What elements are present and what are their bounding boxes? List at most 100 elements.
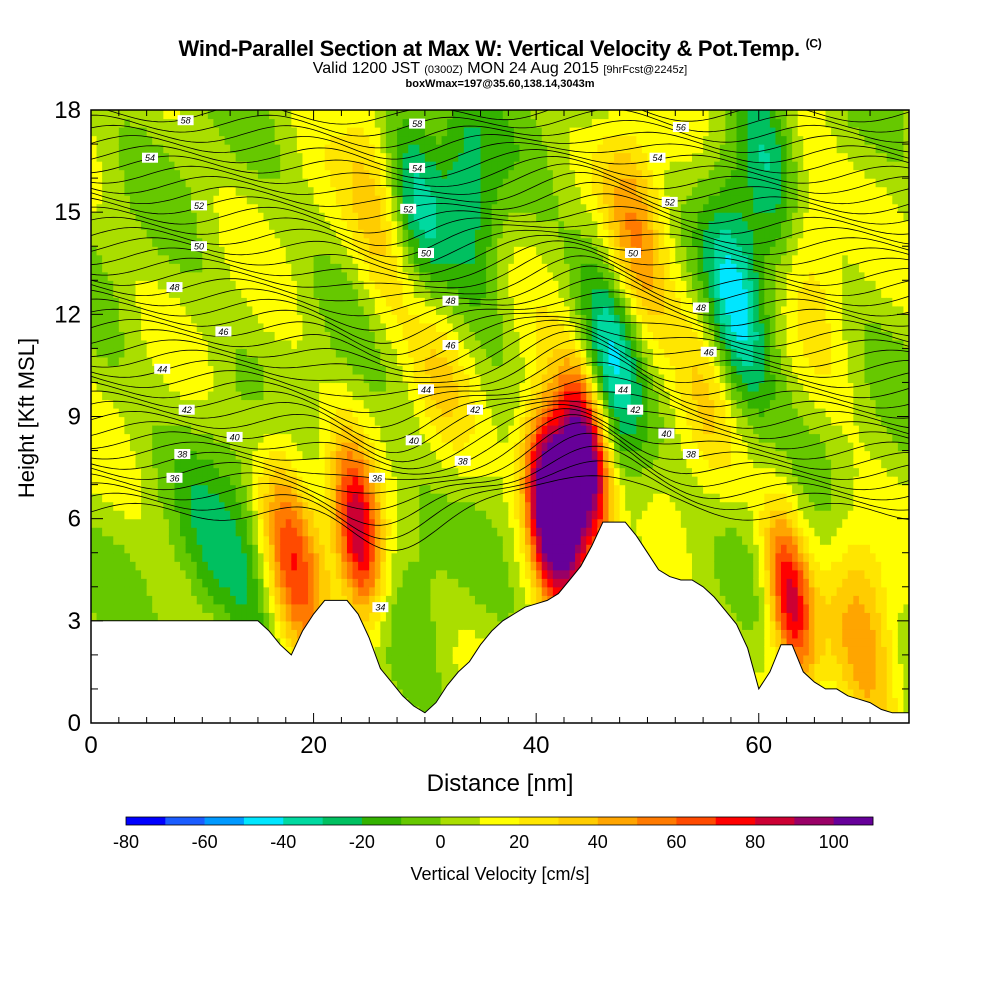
field-cell	[296, 169, 304, 179]
field-cell	[397, 450, 404, 460]
field-cell	[463, 263, 470, 273]
field-cell	[163, 161, 170, 171]
field-cell	[413, 195, 420, 205]
field-cell	[380, 586, 387, 596]
field-cell	[463, 561, 470, 571]
field-cell	[363, 535, 370, 545]
field-cell	[185, 144, 192, 154]
field-cell	[385, 322, 393, 332]
field-cell	[218, 407, 226, 418]
field-cell	[174, 365, 181, 375]
field-cell	[196, 493, 203, 503]
field-cell	[141, 348, 148, 358]
field-cell	[408, 127, 415, 137]
field-cell	[380, 110, 387, 120]
field-cell	[424, 161, 432, 171]
field-cell	[352, 297, 359, 307]
field-cell	[313, 501, 320, 511]
field-cell	[180, 152, 187, 162]
field-cell	[380, 331, 387, 341]
field-cell	[447, 237, 454, 247]
field-cell	[102, 135, 109, 145]
field-cell	[224, 561, 231, 571]
field-cell	[280, 152, 287, 162]
field-cell	[191, 305, 198, 315]
field-cell	[358, 229, 365, 239]
field-cell	[419, 561, 426, 571]
field-cell	[257, 578, 265, 588]
field-cell	[241, 603, 248, 613]
field-cell	[385, 586, 393, 596]
field-cell	[274, 229, 281, 239]
field-cell	[441, 178, 448, 188]
field-cell	[469, 620, 476, 630]
field-cell	[335, 407, 342, 418]
field-cell	[369, 484, 376, 494]
field-cell	[146, 348, 153, 358]
field-cell	[113, 382, 120, 392]
field-cell	[91, 595, 98, 605]
field-cell	[335, 527, 342, 537]
field-cell	[352, 348, 359, 358]
field-cell	[335, 314, 342, 324]
field-cell	[430, 552, 437, 562]
field-cell	[430, 356, 437, 367]
field-cell	[107, 569, 114, 579]
field-cell	[107, 229, 114, 239]
field-cell	[241, 135, 248, 145]
field-cell	[296, 459, 304, 469]
field-cell	[358, 356, 365, 367]
field-cell	[213, 510, 220, 520]
field-cell	[118, 348, 125, 358]
field-cell	[335, 305, 342, 315]
field-cell	[152, 407, 159, 418]
field-cell	[252, 544, 259, 554]
field-cell	[180, 246, 187, 256]
field-cell	[291, 544, 298, 554]
field-cell	[408, 195, 415, 205]
field-cell	[118, 493, 125, 503]
field-cell	[168, 416, 176, 426]
field-cell	[252, 586, 259, 596]
field-cell	[385, 459, 393, 469]
field-cell	[413, 169, 420, 179]
field-cell	[207, 535, 215, 545]
field-cell	[397, 561, 404, 571]
field-cell	[213, 501, 220, 511]
field-cell	[118, 203, 125, 213]
field-cell	[430, 476, 437, 486]
field-cell	[124, 518, 131, 528]
field-cell	[174, 356, 181, 367]
field-cell	[308, 220, 315, 230]
field-cell	[430, 263, 437, 273]
field-cell	[385, 263, 393, 273]
field-cell	[430, 518, 437, 528]
field-cell	[374, 118, 381, 128]
field-cell	[113, 501, 120, 511]
field-cell	[302, 203, 309, 213]
field-cell	[168, 263, 176, 273]
field-cell	[352, 510, 359, 520]
field-cell	[96, 331, 103, 341]
field-cell	[285, 212, 292, 222]
field-cell	[313, 195, 320, 205]
field-cell	[224, 399, 231, 409]
field-cell	[291, 399, 298, 409]
field-cell	[124, 586, 131, 596]
field-cell	[269, 365, 276, 375]
field-cell	[369, 356, 376, 367]
field-cell	[280, 612, 287, 622]
field-cell	[146, 331, 153, 341]
field-cell	[263, 254, 270, 264]
field-cell	[424, 569, 432, 579]
field-cell	[207, 612, 215, 622]
field-cell	[163, 484, 170, 494]
field-cell	[385, 339, 393, 349]
field-cell	[113, 416, 120, 426]
field-cell	[430, 586, 437, 596]
field-cell	[380, 442, 387, 452]
field-cell	[257, 195, 265, 205]
field-cell	[168, 493, 176, 503]
field-cell	[374, 442, 381, 452]
field-cell	[419, 450, 426, 460]
